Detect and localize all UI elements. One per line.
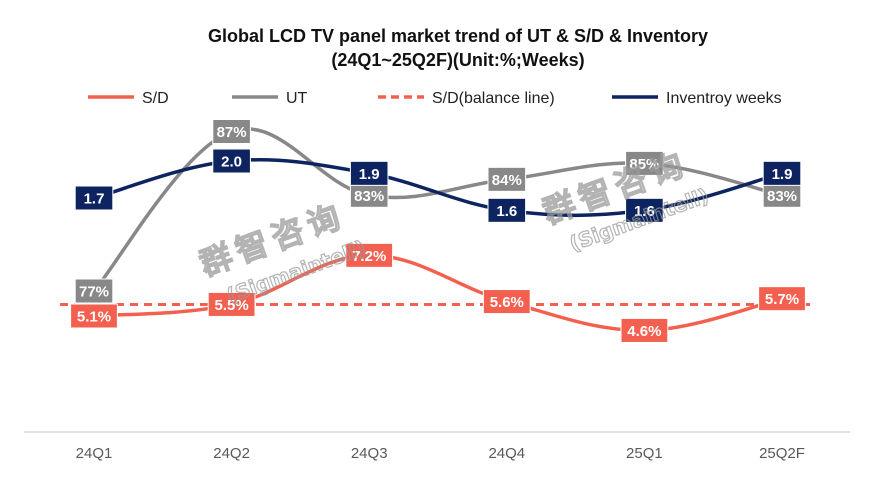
data-label-ut-25q2f: 83% [762, 182, 802, 208]
legend: S/D UT S/D(balance line) Inventroy weeks [88, 90, 782, 107]
data-label-text: 5.7% [765, 291, 799, 308]
x-tick-24q4: 24Q4 [488, 445, 525, 462]
x-tick-25q2f: 25Q2F [759, 445, 805, 462]
data-label-box [207, 291, 256, 317]
data-label-box [620, 317, 669, 343]
data-label-box [487, 166, 527, 192]
data-label-text: 1.9 [772, 166, 793, 183]
data-label-box [625, 150, 664, 176]
data-label-text: 5.1% [77, 309, 111, 326]
data-label-ut-24q1: 77% [74, 278, 114, 304]
data-label-inventroy-weeks-24q4: 1.6 [487, 197, 527, 223]
data-label-box [349, 182, 389, 208]
data-label-text: 83% [767, 188, 797, 205]
data-labels: 77% 87% 83% 84% 85% 83% 5.1% 5.5% 7.2% 5.6% 4.6% 5.… [70, 119, 806, 343]
data-label-s-d-24q1: 5.1% [70, 303, 118, 329]
data-label-inventroy-weeks-24q1: 1.7 [74, 185, 114, 211]
data-label-inventroy-weeks-24q3: 1.9 [349, 160, 389, 186]
data-label-ut-25q1: 85% [625, 150, 664, 176]
x-tick-24q2: 24Q2 [213, 445, 250, 462]
data-label-text: 1.6 [634, 203, 655, 220]
series-layer [60, 127, 810, 333]
data-label-box [70, 303, 118, 329]
data-label-box [345, 242, 394, 268]
data-label-text: 85% [629, 156, 659, 173]
x-tick-24q3: 24Q3 [351, 445, 388, 462]
series-line-s-d [92, 253, 784, 333]
data-label-ut-24q2: 87% [212, 119, 251, 144]
data-label-text: 1.9 [359, 166, 380, 183]
data-label-box [482, 289, 531, 315]
data-label-box [74, 185, 114, 211]
legend-label-inventroy-weeks: Inventroy weeks [666, 90, 782, 107]
x-axis-ticks: 24Q1 24Q2 24Q3 24Q4 25Q1 25Q2F [76, 445, 805, 462]
data-label-s-d-24q4: 5.6% [482, 289, 531, 315]
legend-label-s-d: S/D [142, 90, 169, 107]
data-label-text: 7.2% [352, 248, 386, 265]
data-label-s-d-24q2: 5.5% [207, 291, 256, 317]
data-label-box [349, 160, 389, 186]
data-label-text: 83% [354, 188, 384, 205]
legend-label-s-d-balance-line: S/D(balance line) [432, 90, 555, 107]
data-label-text: 4.6% [627, 323, 661, 340]
chart-title-line2: (24Q1~25Q2F)(Unit:%;Weeks) [331, 50, 584, 70]
watermarks: 群智咨询(Sigmaintell)群智咨询(Sigmaintell) [194, 143, 712, 308]
x-tick-24q1: 24Q1 [76, 445, 113, 462]
data-label-inventroy-weeks-24q2: 2.0 [212, 148, 251, 174]
data-label-box [212, 148, 251, 174]
data-label-text: 5.5% [214, 297, 248, 314]
data-label-inventroy-weeks-25q1: 1.6 [625, 197, 664, 223]
data-label-box [758, 286, 806, 312]
data-label-text: 5.6% [490, 294, 524, 311]
data-label-s-d-24q3: 7.2% [345, 242, 394, 268]
data-label-ut-24q4: 84% [487, 166, 527, 192]
chart-title-line1: Global LCD TV panel market trend of UT &… [208, 26, 708, 46]
data-label-text: 77% [79, 284, 109, 301]
x-tick-25q1: 25Q1 [626, 445, 663, 462]
data-label-box [487, 197, 527, 223]
data-label-text: 87% [217, 124, 247, 141]
data-label-ut-24q3: 83% [349, 182, 389, 208]
legend-label-ut: UT [286, 90, 308, 107]
data-label-box [212, 119, 251, 144]
data-label-box [625, 197, 664, 223]
data-label-inventroy-weeks-25q2f: 1.9 [762, 160, 802, 186]
data-label-text: 1.6 [496, 203, 517, 220]
data-label-box [762, 160, 802, 186]
watermark-2: 群智咨询(Sigmaintell) [537, 143, 712, 256]
data-label-s-d-25q2f: 5.7% [758, 286, 806, 312]
data-label-text: 84% [492, 172, 522, 189]
data-label-text: 1.7 [84, 191, 105, 208]
data-label-s-d-25q1: 4.6% [620, 317, 669, 343]
data-label-text: 2.0 [221, 154, 242, 171]
data-label-box [74, 278, 114, 304]
